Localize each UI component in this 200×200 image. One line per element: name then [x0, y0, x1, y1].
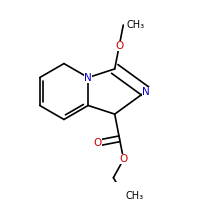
Text: CH₃: CH₃	[127, 20, 145, 30]
Text: N: N	[84, 73, 92, 83]
Text: CH₃: CH₃	[126, 191, 144, 200]
Text: O: O	[115, 41, 123, 51]
Text: O: O	[93, 138, 102, 148]
Text: O: O	[119, 154, 128, 164]
Text: N: N	[142, 87, 150, 97]
